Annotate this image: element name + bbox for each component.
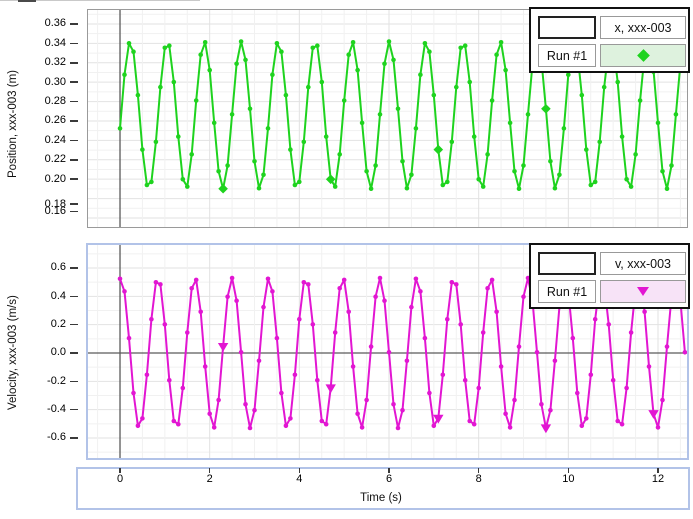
y-tick-mark	[70, 62, 78, 64]
y-tick-label: 0.4	[50, 289, 66, 302]
y-tick-label: 0.20	[44, 172, 66, 185]
y-tick-mark	[70, 139, 78, 142]
y-tick-label: -0.6	[47, 431, 66, 444]
y-tick-mark	[70, 210, 78, 213]
y-tick-mark	[70, 437, 78, 439]
y-tick-label: 0.16	[44, 205, 66, 217]
y-tick-mark	[70, 380, 78, 383]
y-tick-label: -0.2	[47, 374, 66, 387]
y-tick-mark	[70, 81, 78, 83]
x-tick-label: 6	[385, 473, 393, 485]
y-tick-mark	[70, 295, 78, 298]
velocity-legend: v, xxx-003 Run #1	[529, 243, 690, 309]
time-axis-title[interactable]: Time (s)	[360, 492, 402, 504]
y-tick-label: 0.2	[50, 318, 66, 331]
toolbar-edge-remnant	[0, 0, 200, 1]
y-tick-mark	[70, 178, 78, 180]
y-tick-label: 0.28	[44, 95, 66, 108]
y-tick-label: 0.22	[44, 153, 66, 166]
y-tick-mark	[70, 323, 78, 326]
x-tick-mark	[119, 468, 121, 473]
y-tick-mark	[70, 408, 78, 411]
x-tick-label: 10	[562, 473, 575, 485]
y-tick-label: 0.36	[44, 17, 66, 30]
velocity-legend-swatch[interactable]	[600, 280, 686, 303]
position-legend-swatch[interactable]	[600, 44, 686, 67]
velocity-legend-run-label[interactable]: Run #1	[538, 280, 596, 303]
y-tick-label: 0.0	[50, 346, 66, 359]
y-tick-label: 0.6	[50, 261, 66, 274]
y-tick-mark	[70, 100, 78, 103]
x-tick-label: 12	[651, 473, 665, 485]
x-tick-mark	[388, 468, 390, 473]
x-tick-mark	[477, 468, 480, 473]
y-tick-label: -0.4	[47, 403, 66, 416]
x-tick-mark	[657, 468, 659, 473]
y-tick-mark	[70, 352, 78, 354]
position-legend: x, xxx-003 Run #1	[529, 7, 690, 73]
time-axis[interactable]	[76, 467, 690, 510]
toolbar-edge-remnant-dark	[18, 0, 36, 2]
y-tick-mark	[70, 267, 78, 269]
velocity-legend-column-label[interactable]: v, xxx-003	[600, 252, 686, 275]
y-tick-mark	[70, 23, 78, 25]
x-tick-mark	[208, 468, 211, 473]
y-tick-label: 0.26	[44, 114, 66, 127]
triangle-down-marker-icon	[637, 287, 649, 296]
y-tick-label: 0.30	[44, 75, 66, 88]
x-tick-label: 8	[475, 473, 482, 485]
position-legend-column-label[interactable]: x, xxx-003	[600, 16, 686, 39]
x-tick-label: 2	[206, 473, 213, 485]
position-legend-data-box[interactable]	[538, 16, 596, 39]
y-tick-label: 0.32	[44, 56, 66, 69]
x-tick-mark	[298, 468, 301, 473]
y-tick-mark	[70, 42, 78, 45]
y-tick-mark	[70, 159, 78, 161]
y-tick-label: 0.18	[44, 197, 66, 210]
position-legend-run-label[interactable]: Run #1	[538, 44, 596, 67]
x-tick-label: 4	[296, 473, 303, 485]
position-y-axis-title[interactable]: Position, xxx-003 (m)	[7, 70, 19, 179]
y-tick-label: 0.34	[44, 36, 66, 49]
velocity-y-axis-title[interactable]: Velocity, xxx-003 (m/s)	[7, 295, 19, 411]
y-tick-mark	[70, 120, 78, 122]
y-tick-mark	[70, 203, 78, 205]
y-tick-label: 0.24	[44, 133, 66, 146]
diamond-marker-icon	[636, 49, 650, 62]
x-tick-mark	[567, 468, 570, 473]
velocity-legend-data-box[interactable]	[538, 252, 596, 275]
x-tick-label: 0	[116, 473, 124, 485]
